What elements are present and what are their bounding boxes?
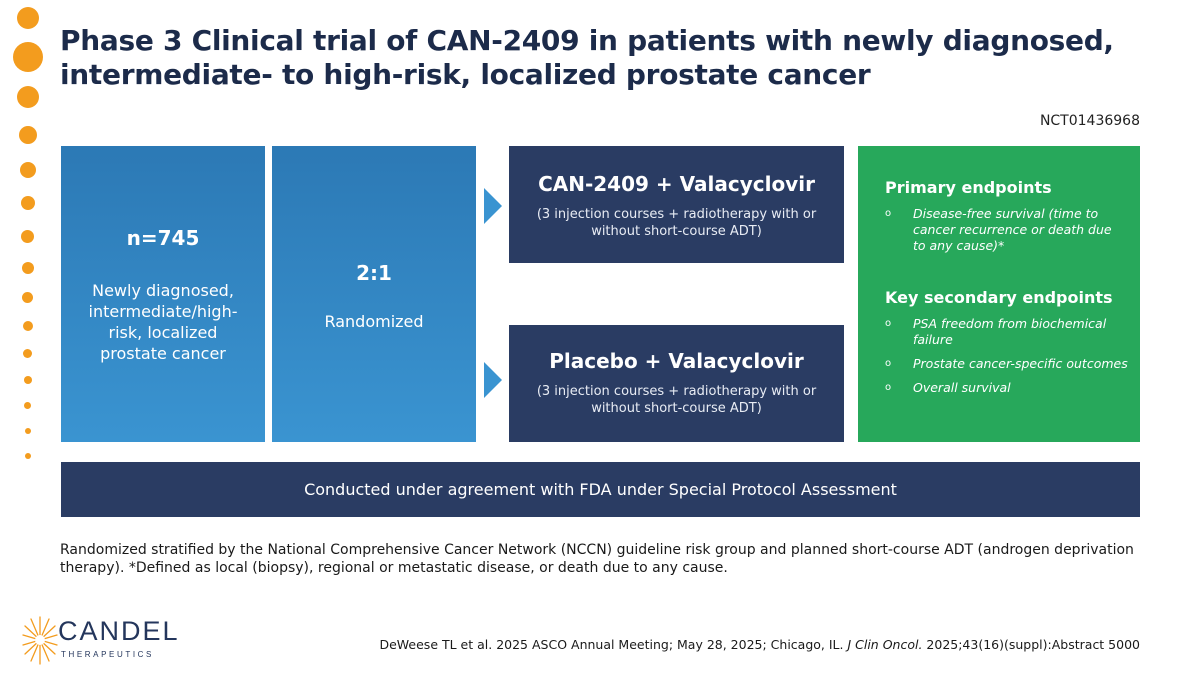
fda-agreement-banner: Conducted under agreement with FDA under… — [61, 462, 1140, 517]
secondary-endpoints-heading: Key secondary endpoints — [885, 288, 1113, 307]
arm-title: Placebo + Valacyclovir — [549, 349, 804, 373]
primary-endpoints-list: o Disease-free survival (time to cancer … — [885, 206, 1128, 262]
arm-description: (3 injection courses + radiotherapy with… — [536, 207, 817, 239]
decorative-dot — [21, 230, 34, 243]
randomization-box: 2:1 Randomized — [272, 146, 476, 442]
decorative-dot — [20, 162, 36, 178]
decorative-dot — [25, 428, 31, 434]
arrow-right-icon — [484, 188, 502, 224]
decorative-dot — [24, 376, 32, 384]
endpoint-text: Disease-free survival (time to cancer re… — [913, 206, 1112, 253]
decorative-dot — [23, 321, 33, 331]
decorative-dot — [22, 292, 33, 303]
secondary-endpoints-list: o PSA freedom from biochemical failure o… — [885, 316, 1128, 404]
endpoint-text: Overall survival — [913, 380, 1011, 395]
logo-name: CANDEL — [58, 616, 180, 646]
decorative-dot — [17, 86, 39, 108]
trial-id: NCT01436968 — [1039, 113, 1140, 129]
enrollment-count: n=745 — [126, 226, 200, 250]
endpoints-box: Primary endpoints o Disease-free surviva… — [858, 146, 1140, 442]
endpoint-item: o Prostate cancer-specific outcomes — [885, 356, 1128, 372]
control-arm-box: Placebo + Valacyclovir (3 injection cour… — [509, 325, 844, 442]
endpoint-item: o Overall survival — [885, 380, 1128, 396]
arm-title: CAN-2409 + Valacyclovir — [538, 172, 815, 196]
decorative-dot — [13, 42, 43, 72]
enrollment-box: n=745 Newly diagnosed, intermediate/high… — [61, 146, 265, 442]
decorative-dot — [21, 196, 35, 210]
citation-prefix: DeWeese TL et al. 2025 ASCO Annual Meeti… — [379, 637, 848, 652]
decorative-dot — [23, 349, 32, 358]
bullet-icon: o — [885, 358, 892, 369]
randomization-label: Randomized — [324, 312, 424, 331]
citation-journal: J Clin Oncol. — [847, 637, 923, 652]
footnote: Randomized stratified by the National Co… — [60, 542, 1134, 576]
decorative-dot — [19, 126, 37, 144]
bullet-icon: o — [885, 208, 892, 219]
decorative-dot — [22, 262, 34, 274]
sunburst-logo-icon — [22, 616, 58, 665]
decorative-dot — [17, 7, 39, 29]
logo-subtitle: THERAPEUTICS — [61, 650, 154, 659]
primary-endpoints-heading: Primary endpoints — [885, 178, 1052, 197]
randomization-ratio: 2:1 — [356, 261, 392, 285]
citation-suffix: 2025;43(16)(suppl):Abstract 5000 — [922, 637, 1140, 652]
decorative-dot — [24, 402, 31, 409]
slide-title: Phase 3 Clinical trial of CAN-2409 in pa… — [60, 24, 1114, 91]
treatment-arm-box: CAN-2409 + Valacyclovir (3 injection cou… — [509, 146, 844, 263]
enrollment-description: Newly diagnosed, intermediate/high-risk,… — [88, 281, 238, 363]
bullet-icon: o — [885, 318, 892, 329]
arrow-right-icon — [484, 362, 502, 398]
endpoint-text: PSA freedom from biochemical failure — [913, 316, 1107, 347]
company-logo: CANDEL THERAPEUTICS — [22, 614, 178, 666]
endpoint-text: Prostate cancer-specific outcomes — [913, 356, 1128, 371]
decorative-dot — [25, 453, 31, 459]
bullet-icon: o — [885, 382, 892, 393]
arm-description: (3 injection courses + radiotherapy with… — [536, 384, 817, 416]
endpoint-item: o PSA freedom from biochemical failure — [885, 316, 1128, 348]
citation: DeWeese TL et al. 2025 ASCO Annual Meeti… — [379, 637, 1140, 652]
endpoint-item: o Disease-free survival (time to cancer … — [885, 206, 1128, 254]
